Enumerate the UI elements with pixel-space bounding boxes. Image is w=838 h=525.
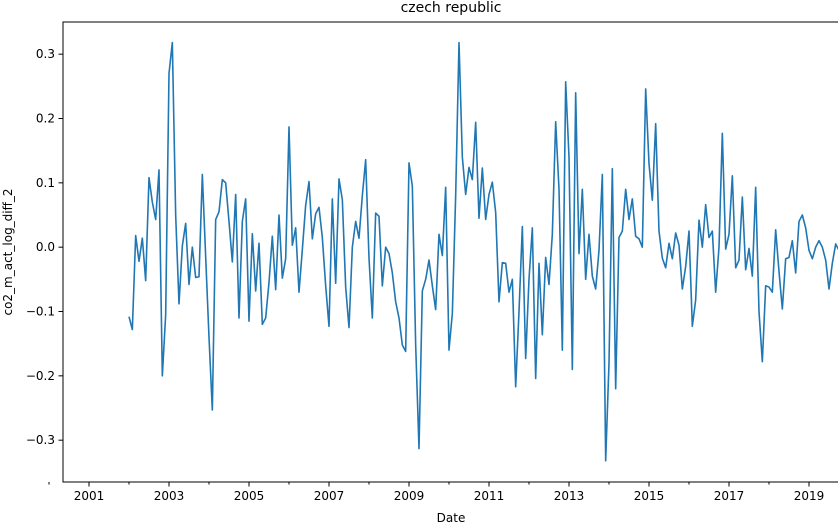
y-axis-ticks: 0.3 0.2 0.1 0.0 −0.1 −0.2 −0.3 — [26, 47, 63, 447]
x-tick-label: 2005 — [234, 489, 265, 503]
y-tick-label: 0.1 — [36, 176, 55, 190]
series-line — [128, 41, 838, 462]
x-axis-label: Date — [437, 511, 466, 525]
x-tick-label: 2011 — [474, 489, 505, 503]
y-axis-label: co2_m_act_log_diff_2 — [1, 188, 15, 315]
y-tick-label: 0.3 — [36, 47, 55, 61]
x-axis-ticks: 2001 2003 2005 2007 2009 2011 2013 2015 2017 2019 — [48, 482, 825, 503]
x-tick-label: 2017 — [714, 489, 745, 503]
x-tick-label: 2003 — [154, 489, 185, 503]
plot-frame — [62, 21, 838, 483]
x-tick-label: 2015 — [634, 489, 665, 503]
plot-area — [128, 41, 838, 462]
x-tick-label: 2001 — [74, 489, 105, 503]
y-tick-label: 0.2 — [36, 112, 55, 126]
x-tick-label: 2009 — [394, 489, 425, 503]
y-tick-label: −0.1 — [26, 305, 55, 319]
y-tick-label: −0.2 — [26, 369, 55, 383]
x-tick-label: 2019 — [794, 489, 825, 503]
x-tick-label: 2013 — [554, 489, 585, 503]
y-tick-label: −0.3 — [26, 433, 55, 447]
y-tick-label: 0.0 — [36, 240, 55, 254]
x-tick-label: 2007 — [314, 489, 345, 503]
chart-title: czech republic — [401, 0, 502, 16]
